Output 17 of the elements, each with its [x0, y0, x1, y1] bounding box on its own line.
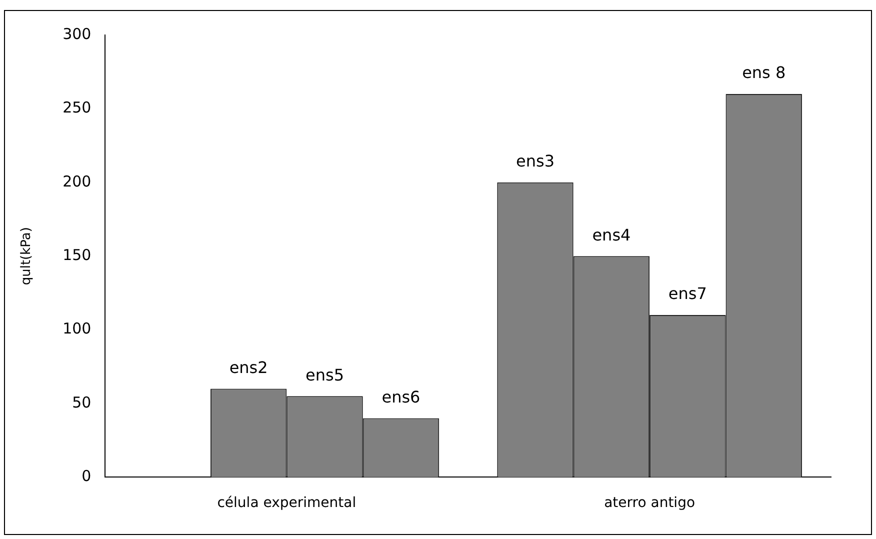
y-tick-label: 300: [62, 24, 92, 43]
data-label: ens5: [306, 365, 344, 384]
x-tick-label: célula experimental: [217, 495, 356, 512]
x-tick-label: aterro antigo: [604, 495, 696, 512]
y-tick-label: 150: [62, 246, 92, 264]
data-label: ens 8: [742, 63, 786, 82]
data-label: ens7: [668, 284, 707, 304]
y-tick-label: 0: [82, 467, 92, 486]
y-tick-label: 250: [62, 98, 92, 117]
y-tick-label: 50: [72, 393, 92, 412]
y-tick-label: 100: [62, 320, 92, 338]
data-label: ens6: [382, 387, 420, 406]
data-label: ens3: [516, 152, 554, 171]
data-label: ens4: [592, 225, 631, 244]
data-label: ens2: [229, 358, 268, 377]
y-axis-title: qult(kPa): [19, 227, 34, 286]
y-tick-label: 200: [62, 172, 92, 190]
